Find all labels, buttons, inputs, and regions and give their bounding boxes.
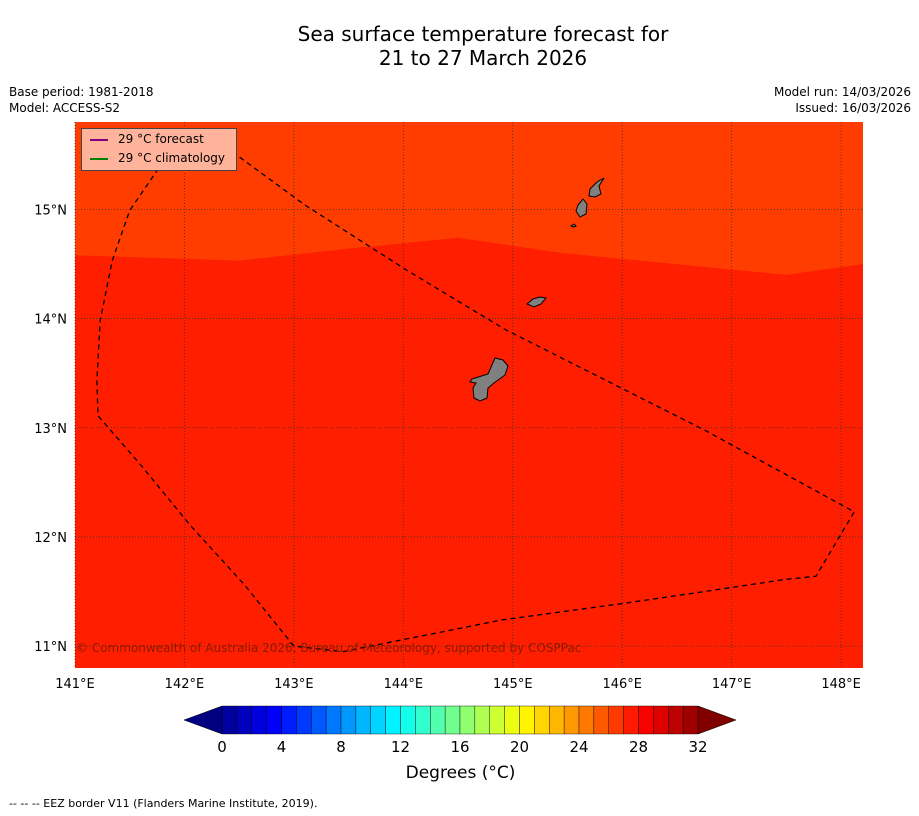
y-tick-label: 13°N xyxy=(34,422,67,437)
colorbar-bin xyxy=(340,705,357,735)
chart-title: Sea surface temperature forecast for 21 … xyxy=(0,22,919,70)
climatology-line-swatch xyxy=(90,157,108,160)
model-run: Model run: 14/03/2026 xyxy=(773,85,911,99)
colorbar-label-text: Degrees (°C) xyxy=(405,763,516,783)
legend: 29 °C forecast 29 °C climatology xyxy=(81,128,237,171)
colorbar-bin xyxy=(608,705,624,735)
copyright-text: © Commonwealth of Australia 2026, Bureau… xyxy=(76,641,582,655)
colorbar-bin xyxy=(578,705,595,735)
y-tick-label: 14°N xyxy=(34,313,67,328)
colorbar-label: Degrees (°C) xyxy=(0,763,919,783)
colorbar-tick-label: 4 xyxy=(277,738,287,756)
colorbar-bin xyxy=(444,705,461,735)
footnote: -- -- -- EEZ border V11 (Flanders Marine… xyxy=(9,797,318,810)
legend-item-forecast: 29 °C forecast xyxy=(90,132,204,146)
base-period: Base period: 1981-2018 xyxy=(9,85,154,99)
colorbar-bin xyxy=(415,705,431,735)
legend-label: 29 °C climatology xyxy=(118,151,226,165)
colorbar-bin xyxy=(266,705,282,735)
colorbar-bin xyxy=(355,705,371,735)
y-tick-label: 12°N xyxy=(34,531,67,546)
colorbar-bin xyxy=(623,705,639,735)
colorbar-bin xyxy=(638,705,654,735)
island-tinian xyxy=(575,198,588,218)
colorbar-tick-label: 0 xyxy=(217,738,227,756)
x-tick-label: 148°E xyxy=(821,677,861,692)
title-line-1: Sea surface temperature forecast for xyxy=(297,22,669,46)
colorbar-bin xyxy=(385,705,401,735)
x-tick-label: 143°E xyxy=(274,677,314,692)
island-rota xyxy=(526,296,547,308)
colorbar-bin xyxy=(504,705,520,735)
colorbar-bin xyxy=(519,705,535,735)
colorbar-bin xyxy=(593,705,609,735)
colorbar-bin xyxy=(534,705,550,735)
sst-region-north xyxy=(75,122,863,275)
colorbar-bin xyxy=(251,705,267,735)
x-tick-label: 145°E xyxy=(493,677,533,692)
eez-border xyxy=(96,139,856,653)
colorbar-tick-label: 8 xyxy=(336,738,346,756)
y-tick-label: 11°N xyxy=(34,640,67,655)
x-tick-label: 141°E xyxy=(55,677,95,692)
colorbar-extend-high xyxy=(697,705,737,735)
island-aguijan xyxy=(570,223,577,228)
colorbar-bin xyxy=(296,705,312,735)
forecast-line-swatch xyxy=(90,138,108,141)
colorbar-bin xyxy=(459,705,476,735)
colorbar-bin xyxy=(668,705,684,735)
legend-label: 29 °C forecast xyxy=(118,132,204,146)
island-guam xyxy=(469,357,509,402)
colorbar-bin xyxy=(653,705,669,735)
model-name: Model: ACCESS-S2 xyxy=(9,101,121,115)
y-tick-label: 15°N xyxy=(34,203,67,218)
colorbar-bin xyxy=(682,705,699,735)
colorbar-tick-label: 28 xyxy=(629,738,648,756)
colorbar-bin xyxy=(563,705,580,735)
colorbar-bin xyxy=(325,705,342,735)
x-tick-label: 146°E xyxy=(602,677,642,692)
issued-date: Issued: 16/03/2026 xyxy=(795,101,911,115)
x-tick-label: 144°E xyxy=(384,677,424,692)
colorbar-tick-label: 12 xyxy=(391,738,410,756)
colorbar-bin xyxy=(474,705,490,735)
colorbar-bin xyxy=(236,705,252,735)
colorbar-bin xyxy=(400,705,416,735)
colorbar-tick-label: 24 xyxy=(569,738,588,756)
colorbar-bin xyxy=(489,705,505,735)
island-saipan xyxy=(588,177,605,198)
x-tick-label: 147°E xyxy=(712,677,752,692)
colorbar-bin xyxy=(430,705,446,735)
colorbar-bin xyxy=(221,705,238,735)
colorbar-extend-low xyxy=(183,705,223,735)
x-tick-label: 142°E xyxy=(165,677,205,692)
title-line-2: 21 to 27 March 2026 xyxy=(378,46,588,70)
colorbar-tick-label: 32 xyxy=(688,738,707,756)
colorbar-bin xyxy=(549,705,565,735)
colorbar-tick-label: 16 xyxy=(450,738,469,756)
colorbar-bin xyxy=(311,705,327,735)
colorbar-tick-label: 20 xyxy=(510,738,529,756)
legend-item-climatology: 29 °C climatology xyxy=(90,151,225,165)
colorbar-bin xyxy=(281,705,297,735)
colorbar-bin xyxy=(370,705,386,735)
